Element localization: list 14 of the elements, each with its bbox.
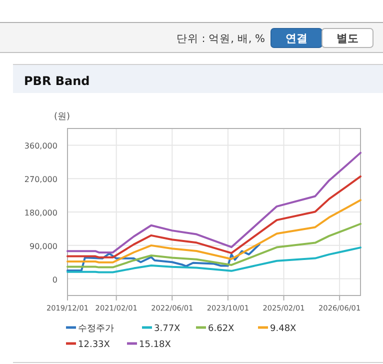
legend-label: 3.77X xyxy=(154,324,180,334)
legend-label: 9.48X xyxy=(270,324,296,334)
y-axis-title: (원) xyxy=(54,112,70,122)
chart-title: PBR Band xyxy=(24,74,90,88)
legend-label: 15.18X xyxy=(139,340,171,350)
y-tick-label: 90,000 xyxy=(30,242,58,251)
y-tick-label: 360,000 xyxy=(24,142,58,151)
y-tick-label: 180,000 xyxy=(24,208,58,218)
legend-label: 6.62X xyxy=(208,324,234,334)
y-tick-label: 0 xyxy=(52,275,58,284)
annotation: 단위 : 억원, 배, % xyxy=(176,33,265,45)
legend-label: 12.33X xyxy=(78,340,110,350)
y-tick-label: 270,000 xyxy=(24,175,58,184)
legend-label: 수정주가 xyxy=(78,324,114,334)
